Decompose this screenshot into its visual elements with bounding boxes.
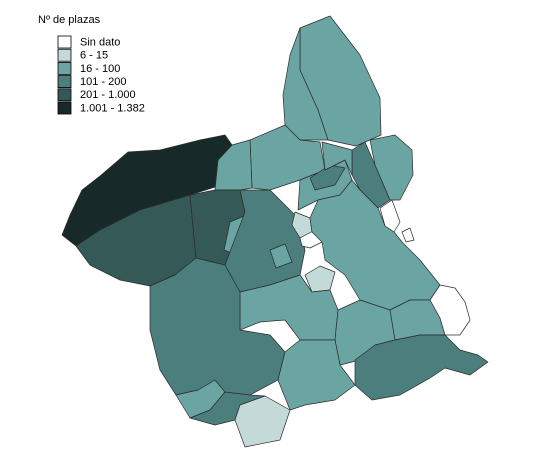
legend-label: Sin dato bbox=[80, 36, 120, 48]
legend-label: 201 - 1.000 bbox=[80, 89, 136, 101]
legend-label: 6 - 15 bbox=[80, 50, 108, 62]
region bbox=[401, 227, 415, 243]
region bbox=[429, 284, 471, 336]
legend-swatch bbox=[57, 75, 72, 88]
region bbox=[354, 334, 489, 401]
region bbox=[269, 243, 293, 269]
legend-label: 101 - 200 bbox=[80, 76, 126, 88]
legend-label: 16 - 100 bbox=[80, 63, 120, 75]
region bbox=[369, 134, 414, 201]
regions bbox=[61, 15, 489, 448]
region bbox=[321, 141, 353, 176]
region bbox=[277, 339, 356, 411]
legend-swatch bbox=[57, 88, 72, 102]
region bbox=[304, 265, 336, 293]
region bbox=[234, 395, 291, 448]
legend-swatch bbox=[57, 101, 72, 115]
legend-swatch bbox=[57, 62, 72, 75]
legend-swatch bbox=[57, 35, 72, 49]
legend-title: Nº de plazas bbox=[38, 14, 101, 26]
legend-label: 1.001 - 1.382 bbox=[80, 102, 145, 114]
legend-swatch bbox=[57, 48, 72, 62]
